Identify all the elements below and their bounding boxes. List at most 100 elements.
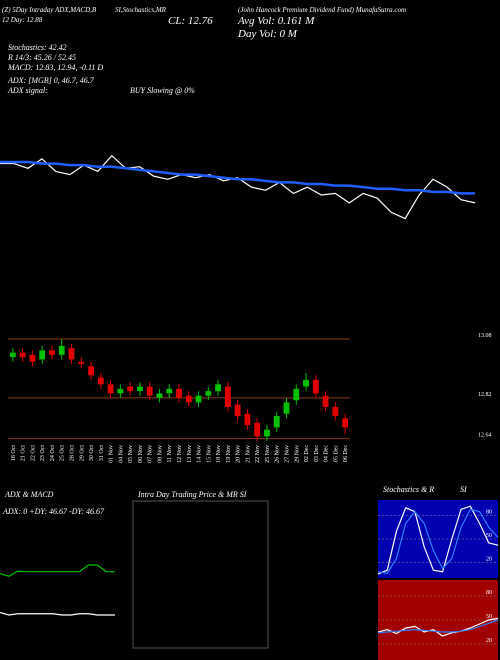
y-tick-label: 12.82 <box>478 392 492 398</box>
buy-signal: BUY Slowing @ 0% <box>130 86 195 95</box>
x-tick-label: 29 Oct <box>79 445 85 461</box>
x-tick-label: 06 Dec <box>343 445 349 462</box>
x-tick-label: 25 Oct <box>60 445 66 461</box>
candle-body <box>78 361 85 364</box>
x-tick-label: 13 Nov <box>187 445 193 463</box>
x-tick-label: 04 Nov <box>118 445 124 463</box>
x-tick-label: 31 Oct <box>99 445 105 461</box>
x-tick-label: 15 Nov <box>206 445 212 463</box>
candle-body <box>332 406 339 417</box>
header-text: SI,Stochastics,MR <box>115 6 167 14</box>
x-tick-label: 02 Dec <box>304 445 310 462</box>
candle-body <box>49 350 55 355</box>
candle-body <box>215 384 222 392</box>
candle-body <box>342 418 349 428</box>
y-tick-label: 20 <box>486 556 492 562</box>
x-tick-label: 05 Dec <box>333 445 339 462</box>
x-tick-label: 23 Oct <box>40 445 46 461</box>
x-tick-label: 08 Nov <box>157 445 163 463</box>
x-tick-label: 11 Nov <box>167 445 173 463</box>
x-tick-label: 14 Nov <box>197 445 203 463</box>
x-tick-label: 25 Nov <box>265 445 271 463</box>
series-line <box>0 154 476 220</box>
close-price: CL: 12.76 <box>168 15 213 27</box>
y-tick-label: 80 <box>486 510 492 516</box>
candle-body <box>244 413 251 426</box>
candle-body <box>303 379 309 387</box>
x-tick-label: 21 Oct <box>21 445 27 461</box>
candle-body <box>195 395 202 403</box>
company-name: (John Hancock Premium Dividend Fund) Mun… <box>238 6 406 14</box>
candle-body <box>107 384 114 394</box>
x-tick-label: 18 Nov <box>216 445 222 463</box>
y-tick-label: 20 <box>486 638 492 644</box>
candle-body <box>9 352 16 358</box>
panel-title: Intra Day Trading Price & MR SI <box>137 490 247 499</box>
x-tick-label: 29 Nov <box>294 445 300 463</box>
candle-body <box>19 352 26 358</box>
series-line <box>377 508 499 574</box>
header-text: (Z) 5Day Intraday ADX,MACD,B <box>2 6 97 14</box>
series-line <box>0 564 115 577</box>
intraday-box <box>132 500 269 649</box>
macd: MACD: 12.83, 12.94, -0.11 D <box>7 63 103 72</box>
x-tick-label: 01 Nov <box>109 445 115 463</box>
adx: ADX: [MGB] 0, 46.7, 46.7 <box>7 76 95 85</box>
y-tick-label: 13.08 <box>478 333 492 339</box>
x-tick-label: 03 Dec <box>314 445 320 462</box>
candle-body <box>97 377 104 385</box>
x-tick-label: 19 Nov <box>226 445 232 463</box>
series-line <box>0 611 115 616</box>
x-tick-label: 04 Dec <box>324 445 330 462</box>
x-tick-label: 18 Oct <box>11 445 17 461</box>
candle-body <box>283 402 290 414</box>
stochastics: Stochastics: 42.42 <box>8 43 67 52</box>
y-tick-label: 80 <box>486 590 492 596</box>
candle-body <box>146 386 153 396</box>
panel-title: ADX & MACD <box>4 490 54 499</box>
r-value: R 14/3: 45.26 / 52.45 <box>7 53 76 62</box>
x-tick-label: 22 Oct <box>30 445 36 461</box>
candle-body <box>136 386 143 392</box>
y-tick-label: 50 <box>486 533 492 539</box>
panel-title: Stochastics & R <box>383 485 434 494</box>
panel-title: SI <box>460 485 467 494</box>
y-tick-label: 50 <box>486 614 492 620</box>
candle-body <box>117 388 124 394</box>
x-tick-label: 20 Nov <box>236 445 242 463</box>
candle-body <box>88 366 94 376</box>
candle-body <box>312 379 319 394</box>
candle-body <box>205 391 212 396</box>
series-line <box>377 617 499 637</box>
x-tick-label: 24 Oct <box>50 445 56 461</box>
day-volume: Day Vol: 0 M <box>237 28 298 40</box>
series-line <box>0 160 475 195</box>
x-tick-label: 27 Nov <box>284 445 290 463</box>
candle-body <box>68 348 75 360</box>
candle-body <box>185 395 192 403</box>
candle-body <box>273 416 280 428</box>
series-line <box>377 619 499 634</box>
candle-body <box>58 345 65 355</box>
candle-body <box>254 422 261 437</box>
x-tick-label: 26 Nov <box>275 445 281 463</box>
series-line <box>377 505 499 575</box>
x-tick-label: 05 Nov <box>128 445 134 463</box>
candle-body <box>224 386 231 407</box>
candle-body <box>264 429 270 437</box>
candle-body <box>29 354 36 362</box>
x-tick-label: 21 Nov <box>245 445 251 463</box>
candle-body <box>39 350 46 360</box>
x-tick-label: 06 Nov <box>138 445 144 463</box>
candle-body <box>234 404 241 417</box>
candle-body <box>322 395 329 407</box>
x-tick-label: 22 Nov <box>255 445 261 463</box>
annotation: ADX: 0 +DY: 46.67 -DY: 46.67 <box>2 507 105 516</box>
candle-body <box>166 388 173 394</box>
adx-signal: ADX signal: <box>7 86 48 95</box>
candle-body <box>127 386 134 392</box>
x-tick-label: 12 Nov <box>177 445 183 463</box>
candle-body <box>156 393 163 398</box>
